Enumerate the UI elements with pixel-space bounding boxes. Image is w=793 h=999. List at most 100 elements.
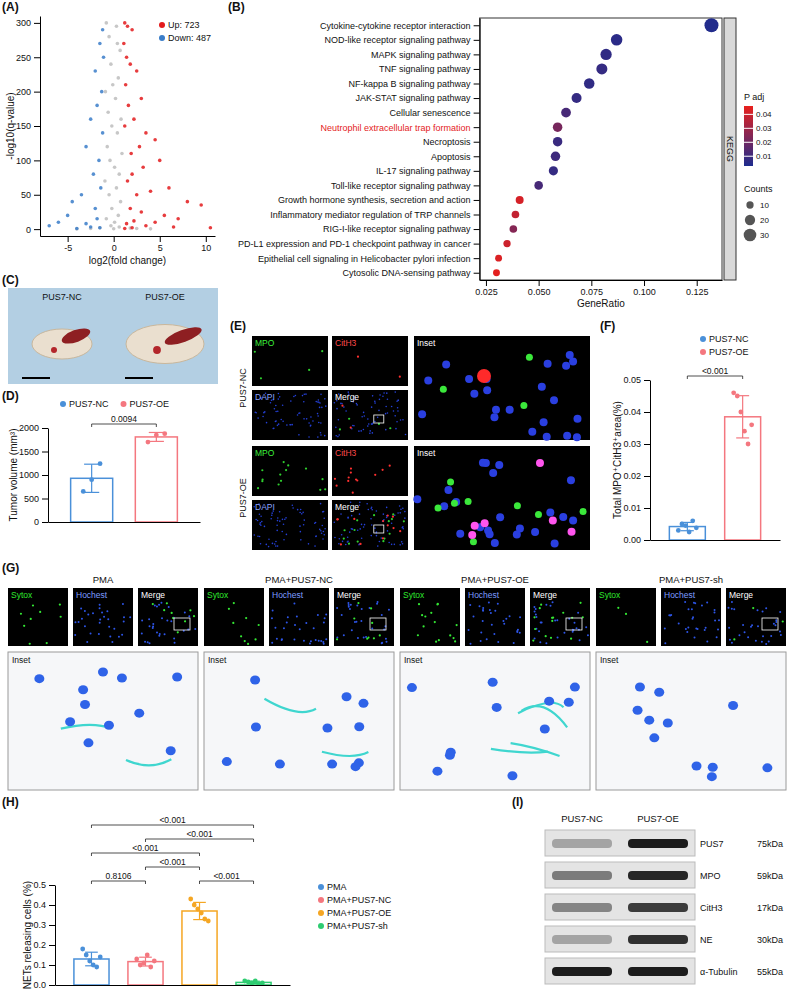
cell bbox=[270, 402, 272, 404]
point bbox=[119, 117, 123, 121]
tile-bg bbox=[400, 588, 460, 646]
row-label: PUS7-NC bbox=[238, 368, 248, 408]
dot bbox=[516, 196, 524, 204]
cell bbox=[23, 625, 25, 627]
error-cap bbox=[85, 952, 98, 953]
cell bbox=[691, 608, 693, 610]
cell bbox=[152, 623, 154, 625]
cell bbox=[259, 536, 261, 538]
nucleus bbox=[34, 674, 44, 683]
cell bbox=[728, 607, 730, 609]
cell bbox=[347, 602, 349, 604]
tick-mark bbox=[474, 54, 480, 55]
cell bbox=[440, 502, 448, 510]
cell bbox=[470, 643, 472, 645]
net-strand bbox=[511, 743, 560, 756]
cell bbox=[161, 617, 163, 619]
cell bbox=[348, 606, 350, 608]
x-axis bbox=[56, 985, 291, 986]
cell bbox=[482, 607, 484, 609]
nucleus bbox=[351, 762, 361, 771]
legend-marker bbox=[318, 923, 324, 929]
cell bbox=[360, 430, 362, 432]
point bbox=[146, 440, 151, 445]
cell bbox=[576, 627, 578, 629]
protein-label: PUS7 bbox=[700, 839, 724, 849]
nucleus bbox=[65, 717, 75, 726]
cell bbox=[418, 603, 420, 605]
cell bbox=[262, 416, 264, 418]
bracket bbox=[91, 881, 145, 884]
point bbox=[109, 62, 113, 66]
image-tile: Merge bbox=[530, 588, 590, 646]
cell bbox=[279, 520, 281, 522]
cell bbox=[320, 503, 322, 505]
cell bbox=[338, 419, 340, 421]
cell bbox=[367, 637, 369, 639]
cell bbox=[336, 408, 338, 410]
band bbox=[628, 935, 688, 944]
tick-mark bbox=[474, 127, 480, 128]
cell bbox=[370, 518, 372, 520]
cell bbox=[156, 606, 158, 608]
y-axis: 0500100015002000 bbox=[19, 423, 49, 527]
cell bbox=[166, 619, 168, 621]
tick-label: 0.05 bbox=[623, 375, 641, 385]
cell bbox=[531, 528, 539, 536]
tick: 150 bbox=[16, 121, 40, 131]
cell bbox=[320, 530, 322, 532]
cell bbox=[394, 415, 396, 417]
cell bbox=[308, 543, 310, 545]
cell bbox=[482, 610, 484, 612]
cell bbox=[545, 635, 547, 637]
tile-bg bbox=[252, 446, 328, 496]
cell bbox=[422, 625, 424, 627]
cell bbox=[363, 429, 365, 431]
cell bbox=[386, 517, 388, 519]
channel-label: Hochest bbox=[468, 590, 500, 600]
cell bbox=[315, 536, 317, 538]
cell bbox=[488, 602, 490, 604]
cell bbox=[159, 633, 161, 635]
tick: 200 bbox=[16, 87, 40, 97]
band bbox=[552, 871, 612, 880]
cell bbox=[293, 639, 295, 641]
tick-label: 0.1 bbox=[33, 960, 46, 970]
nucleus bbox=[663, 718, 673, 727]
cell bbox=[516, 525, 524, 533]
cell bbox=[277, 545, 279, 547]
point bbox=[731, 390, 736, 395]
cell bbox=[374, 527, 376, 529]
point bbox=[117, 172, 121, 176]
tick: 0 bbox=[34, 517, 48, 527]
point bbox=[140, 97, 144, 101]
tick-label: JAK-STAT signaling pathway bbox=[356, 93, 472, 103]
cell bbox=[405, 434, 407, 436]
inset-label: Inset bbox=[12, 655, 31, 665]
dot bbox=[600, 49, 611, 60]
cell bbox=[385, 641, 387, 643]
cell bbox=[302, 512, 304, 514]
cell bbox=[770, 635, 772, 637]
cell bbox=[385, 413, 387, 415]
cell bbox=[321, 478, 323, 480]
cell bbox=[99, 622, 101, 624]
cell bbox=[299, 512, 301, 514]
cell bbox=[688, 608, 690, 610]
tick: IL-17 signaling pathway bbox=[376, 166, 480, 176]
point bbox=[107, 35, 111, 39]
tile-bg bbox=[596, 652, 786, 790]
axis-line bbox=[55, 886, 56, 986]
image-tile: CitH3 bbox=[332, 336, 408, 386]
tick-mark bbox=[49, 985, 55, 986]
cell bbox=[322, 538, 324, 540]
cell bbox=[361, 524, 363, 526]
axis-line bbox=[49, 522, 201, 523]
cell bbox=[424, 615, 426, 617]
nucleus bbox=[222, 757, 232, 766]
cell bbox=[353, 617, 355, 619]
point bbox=[149, 190, 153, 194]
panel-g: (G)PMASytoxHochestMergeInsetPMA+PUS7-NCS… bbox=[2, 561, 786, 790]
cell bbox=[359, 528, 361, 530]
cell bbox=[315, 522, 317, 524]
